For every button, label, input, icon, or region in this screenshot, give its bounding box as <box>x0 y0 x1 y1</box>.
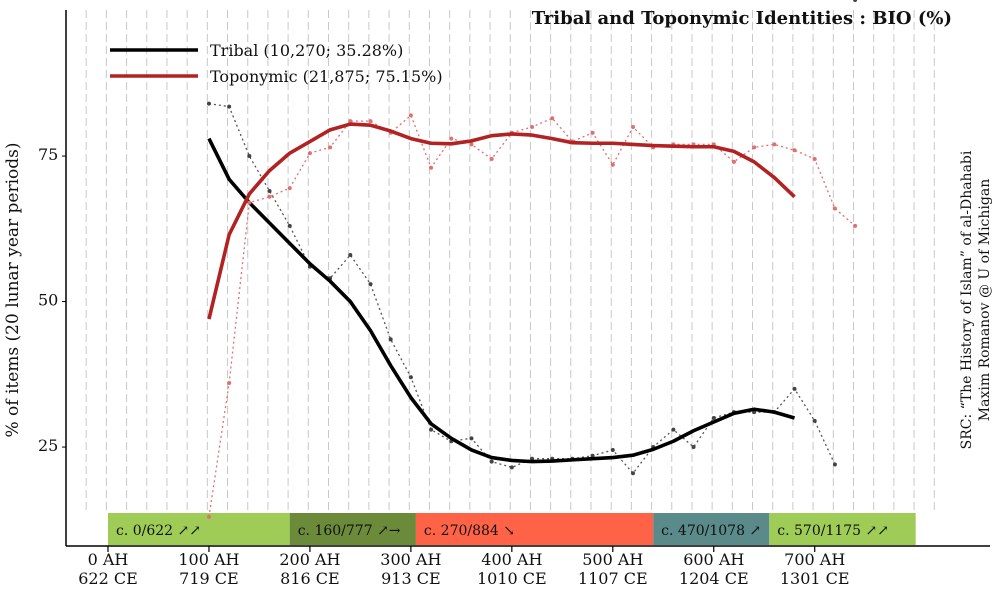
smoothed-series-line <box>207 137 796 464</box>
raw-point <box>489 156 494 161</box>
raw-point <box>267 188 272 193</box>
y-tick-label: 75 <box>38 145 58 164</box>
legend-label: Toponymic (21,875; 75.15%) <box>210 67 443 86</box>
period-bands: c. 0/622 ↗↗ c. 160/777 ↗→ c. 270/884 ↘ c. 4… <box>108 513 916 545</box>
raw-point <box>227 104 232 109</box>
x-tick-label-ce: 622 CE <box>78 569 138 588</box>
raw-point <box>469 142 474 147</box>
raw-point <box>792 386 797 391</box>
period-band <box>108 513 290 545</box>
raw-point <box>509 465 514 470</box>
period-label: c. 470/1078 ↗ <box>661 523 761 539</box>
y-axis-label: % of items (20 lunar year periods) <box>3 142 23 437</box>
raw-point <box>206 101 211 106</box>
raw-point <box>429 427 434 432</box>
x-tick-label-ah: 400 AH <box>481 550 542 569</box>
raw-point <box>671 427 676 432</box>
raw-point <box>247 200 252 205</box>
raw-point <box>772 142 777 147</box>
period-label: c. 0/622 ↗↗ <box>116 523 201 539</box>
raw-point <box>853 223 858 228</box>
source-note: SRC: “The History of Islam” of al-Dhahab… <box>959 150 993 449</box>
x-tick-label-ah: 0 AH <box>88 550 129 569</box>
series-toponymic <box>206 113 858 519</box>
raw-point <box>832 206 837 211</box>
period-label: c. 270/884 ↘ <box>424 523 515 539</box>
series-layer <box>206 0 858 519</box>
x-tick-label-ah: 100 AH <box>178 550 239 569</box>
period-band <box>289 513 416 545</box>
y-tick-label: 25 <box>38 436 58 455</box>
raw-point <box>610 162 615 167</box>
raw-point <box>429 165 434 170</box>
x-tick-label-ce: 913 CE <box>381 569 441 588</box>
x-tick-label-ah: 200 AH <box>279 550 340 569</box>
raw-point <box>348 253 353 257</box>
period-label: c. 570/1175 ↗↗ <box>777 523 889 539</box>
raw-series-line <box>208 114 856 517</box>
x-tick-label-ah: 700 AH <box>784 550 845 569</box>
period-label: c. 160/777 ↗→ <box>298 523 401 539</box>
raw-point <box>752 145 757 150</box>
raw-point <box>227 381 232 386</box>
raw-point <box>469 436 474 441</box>
source-line: SRC: “The History of Islam” of al-Dhahab… <box>959 150 975 449</box>
raw-point <box>247 154 252 159</box>
raw-point <box>328 145 333 150</box>
raw-point <box>408 375 413 380</box>
smoothed-series-line <box>207 122 796 320</box>
raw-point <box>530 124 535 129</box>
raw-point <box>530 456 535 461</box>
raw-point <box>792 148 797 153</box>
raw-point <box>388 337 393 342</box>
x-tick-label-ce: 1301 CE <box>780 569 850 588</box>
x-tick-label-ce: 1010 CE <box>477 569 547 588</box>
y-tick-label: 50 <box>38 291 58 310</box>
raw-point <box>691 445 696 450</box>
x-tick-label-ce: 1107 CE <box>578 569 648 588</box>
raw-point <box>550 116 555 121</box>
chart-title: Tribal and Toponymic Identities : BIO (%… <box>532 8 952 29</box>
series-tribal <box>206 0 858 476</box>
raw-point <box>812 418 817 423</box>
raw-point <box>206 514 211 519</box>
raw-point <box>307 151 312 156</box>
x-tick-label-ce: 816 CE <box>280 569 340 588</box>
raw-point <box>348 119 353 124</box>
raw-point <box>711 415 716 420</box>
source-line: Maxim Romanov @ U of Michigan <box>977 179 993 421</box>
raw-point <box>610 447 615 452</box>
raw-point <box>287 223 292 228</box>
raw-point <box>449 136 454 141</box>
raw-point <box>368 119 373 124</box>
x-tick-label-ah: 600 AH <box>683 550 744 569</box>
raw-point <box>731 159 736 164</box>
x-tick-label-ah: 500 AH <box>582 550 643 569</box>
raw-point <box>287 186 292 191</box>
raw-point <box>590 130 595 135</box>
period-band <box>415 513 654 545</box>
raw-point <box>408 113 413 118</box>
raw-point <box>489 459 494 464</box>
legend: Tribal (10,270; 35.28%) Toponymic (21,875… <box>110 41 443 86</box>
raw-point <box>630 471 635 476</box>
raw-series-line <box>208 103 836 475</box>
raw-point <box>832 462 837 467</box>
x-tick-label-ah: 300 AH <box>380 550 441 569</box>
raw-point <box>267 194 272 199</box>
raw-point <box>812 156 817 161</box>
legend-label: Tribal (10,270; 35.28%) <box>210 41 403 60</box>
period-band <box>769 513 916 545</box>
x-tick-label-ce: 719 CE <box>179 569 239 588</box>
raw-point <box>853 0 858 2</box>
raw-point <box>590 453 595 458</box>
raw-point <box>368 282 373 287</box>
x-tick-label-ce: 1204 CE <box>679 569 749 588</box>
raw-point <box>630 124 635 129</box>
period-band <box>653 513 770 545</box>
